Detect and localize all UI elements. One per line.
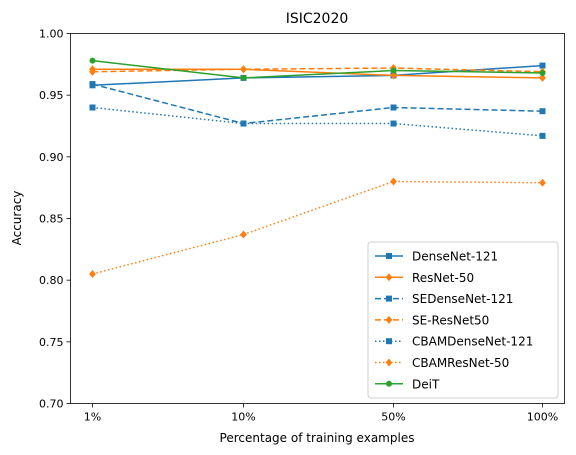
data-point [390,104,397,111]
data-point [539,132,546,139]
legend-label: ResNet-50 [412,271,474,285]
data-point [539,178,546,187]
y-tick-label: 0.95 [39,89,64,102]
data-point [240,74,247,81]
chart-title: ISIC2020 [286,11,349,27]
y-tick-label: 0.70 [39,398,64,411]
data-point [89,270,96,278]
series-cbamdensenet-121 [89,104,546,139]
axis-ticks: 0.70 0.75 0.80 0.85 0.90 0.95 1.00 1% 10% 50% 100% [39,28,558,424]
y-tick-label: 0.90 [39,151,64,164]
series-line [92,106,543,137]
legend-swatch-marker [386,253,392,259]
legend-swatch-marker [386,380,392,387]
legend-box [367,241,559,399]
legend-item: ResNet-50 [375,271,474,285]
data-point [240,230,247,239]
y-axis-label: Accuracy [10,191,24,246]
legend-label: DeiT [412,377,440,391]
y-tick-label: 0.75 [39,336,64,349]
legend-label: CBAMDenseNet-121 [412,335,533,349]
data-point [89,81,96,88]
series-densenet-121 [89,62,546,89]
legend-item: CBAMResNet-50 [375,356,509,370]
y-tick-label: 0.80 [39,274,64,287]
series-sedensenet-121 [89,81,546,127]
data-point [240,65,247,74]
series-deit [89,57,546,81]
data-point [89,57,96,64]
data-point [240,120,247,127]
data-point [539,73,546,82]
y-tick-label: 1.00 [39,28,64,41]
data-point [539,62,546,69]
series-line [92,59,543,79]
legend-item: SE-ResNet50 [375,313,489,327]
legend-swatch-marker [385,358,393,367]
data-point [89,67,96,76]
legend-label: SEDenseNet-121 [412,292,513,306]
series-layer [89,57,546,278]
legend-item: CBAMDenseNet-121 [375,335,533,349]
legend-item: SEDenseNet-121 [375,292,513,306]
series-cbamresnet-50 [89,177,546,278]
legend-label: DenseNet-121 [412,250,498,264]
data-point [390,71,397,80]
data-point [390,120,397,127]
x-tick-label: 10% [231,411,255,424]
legend-item: DeiT [375,377,440,391]
legend-swatch-marker [385,273,393,282]
series-line [92,67,543,73]
legend-label: SE-ResNet50 [412,313,489,327]
data-point [539,108,546,115]
legend-swatch-marker [386,295,392,302]
x-axis-label: Percentage of training examples [220,431,415,445]
x-tick-label: 1% [84,411,101,424]
legend-swatch-marker [385,315,393,324]
legend-item: DenseNet-121 [375,250,498,264]
x-tick-label: 100% [527,411,558,424]
legend-swatch-marker [386,338,392,345]
legend: DenseNet-121 ResNet-50 SEDenseNet-121 SE-Re… [367,241,559,399]
series-line [92,83,543,125]
plot-frame [70,33,565,404]
legend-label: CBAMResNet-50 [412,356,509,370]
series-line [92,64,543,87]
data-point [390,67,397,74]
data-point [390,177,397,186]
data-point [89,104,96,111]
data-point [539,69,546,76]
y-tick-label: 0.85 [39,213,64,226]
x-tick-label: 50% [381,411,405,424]
